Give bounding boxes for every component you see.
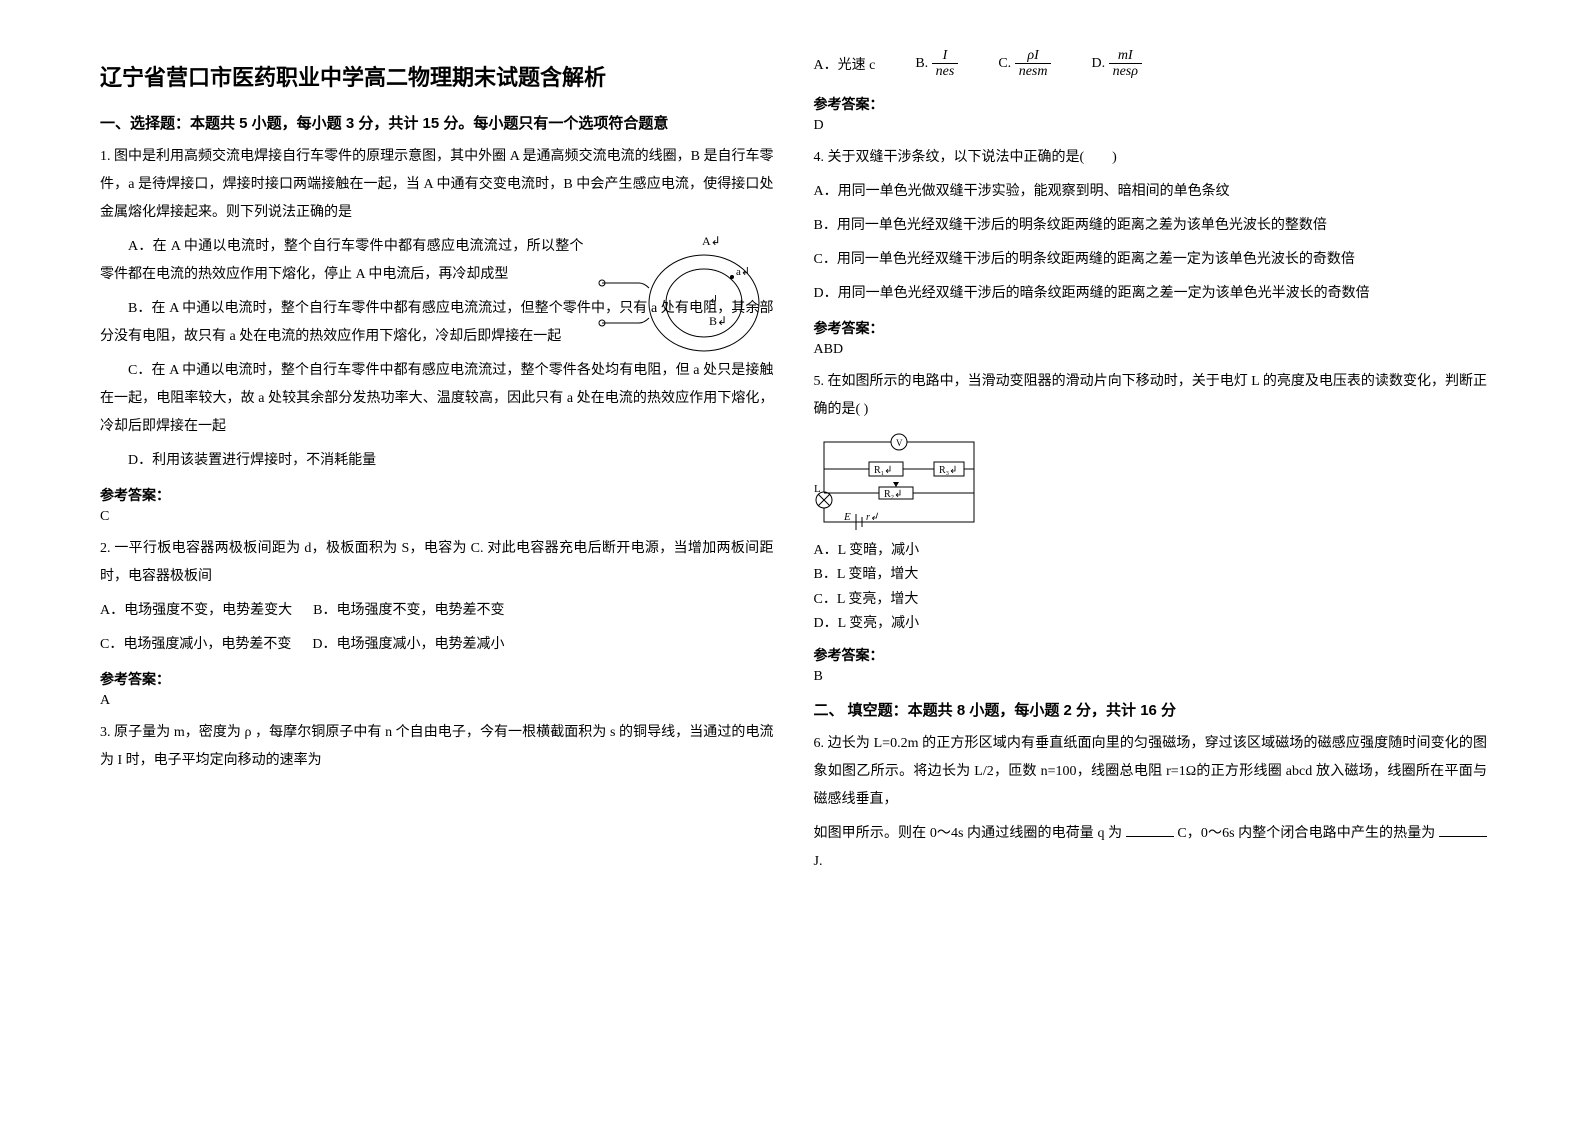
section1-heading: 一、选择题：本题共 5 小题，每小题 3 分，共计 15 分。每小题只有一个选项… <box>100 112 774 133</box>
q3-options: A．光速 c B. I nes C. ρI nesm D. mI nes <box>814 48 1488 80</box>
q6-stem2: 如图甲所示。则在 0～4s 内通过线圈的电荷量 q 为 C，0～6s 内整个闭合… <box>814 820 1488 876</box>
q1-stem: 1. 图中是利用高频交流电焊接自行车零件的原理示意图，其中外圈 A 是通高频交流… <box>100 143 774 227</box>
q1-fig-arrow: ↲ <box>709 294 718 306</box>
q5-options-block: A．L 变暗，减小 B．L 变暗，增大 C．L 变亮，增大 D．L 变亮，减小 <box>814 540 1488 636</box>
doc-title: 辽宁省营口市医药职业中学高二物理期末试题含解析 <box>100 60 774 92</box>
q2-answer: A <box>100 693 774 709</box>
q2-options-row2: C．电场强度减小，电势差不变 D．电场强度减小，电势差减小 <box>100 631 774 659</box>
q3-optd-num: mI <box>1109 48 1142 64</box>
q3-optc-frac: ρI nesm <box>1015 48 1052 80</box>
q1-fig-label-A: A↲ <box>702 234 721 248</box>
q5-fig-R1: R₁↲ <box>874 465 893 476</box>
page-root: 辽宁省营口市医药职业中学高二物理期末试题含解析 一、选择题：本题共 5 小题，每… <box>0 0 1587 1122</box>
q6-stem2b: C，0～6s 内整个闭合电路中产生的热量为 <box>1177 826 1435 841</box>
q5-fig-L: L <box>814 483 821 495</box>
q5-option-d: D．L 变亮，减小 <box>814 613 1488 635</box>
q1-fig-label-a: a↲ <box>736 266 750 278</box>
q5-option-b: B．L 变暗，增大 <box>814 564 1488 586</box>
q3-optd-label: D. <box>1091 56 1105 71</box>
q5-fig-R3: R₃↲ <box>939 465 958 476</box>
q1-fig-label-B: B↲ <box>709 314 727 328</box>
q4-option-a: A．用同一单色光做双缝干涉实验，能观察到明、暗相间的单色条纹 <box>814 178 1488 206</box>
q1-answer-label: 参考答案： <box>100 485 774 505</box>
q3-answer-label: 参考答案： <box>814 94 1488 114</box>
q5-figure: V L R₁↲ R₃↲ R₂↲ E <box>814 432 984 532</box>
q2-option-a: A．电场强度不变，电势差变大 <box>100 603 292 618</box>
section2-heading: 二、 填空题：本题共 8 小题，每小题 2 分，共计 16 分 <box>814 699 1488 720</box>
q2-option-d: D．电场强度减小，电势差减小 <box>312 637 504 652</box>
q5-option-a: A．L 变暗，减小 <box>814 540 1488 562</box>
q3-optc-label: C. <box>998 56 1011 71</box>
q1-figure-wrap: A．在 A 中通以电流时，整个自行车零件中都有感应电流流过，所以整个零件都在电流… <box>100 233 774 289</box>
q3-optb-num: I <box>932 48 959 64</box>
q2-option-b: B．电场强度不变，电势差不变 <box>313 603 504 618</box>
q5-fig-E: E <box>843 511 851 523</box>
q6-blank2 <box>1439 822 1487 837</box>
q5-fig-r: r↲ <box>866 512 879 523</box>
q4-option-b: B．用同一单色光经双缝干涉后的明条纹距两缝的距离之差为该单色光波长的整数倍 <box>814 212 1488 240</box>
q1-option-c: C．在 A 中通以电流时，整个自行车零件中都有感应电流流过，整个零件各处均有电阻… <box>100 357 774 441</box>
q4-option-d: D．用同一单色光经双缝干涉后的暗条纹距两缝的距离之差一定为该单色光半波长的奇数倍 <box>814 280 1488 308</box>
q2-options-row1: A．电场强度不变，电势差变大 B．电场强度不变，电势差不变 <box>100 597 774 625</box>
q2-stem: 2. 一平行板电容器两极板间距为 d，极板面积为 S，电容为 C. 对此电容器充… <box>100 535 774 591</box>
q3-optb-den: nes <box>932 64 959 79</box>
left-column: 辽宁省营口市医药职业中学高二物理期末试题含解析 一、选择题：本题共 5 小题，每… <box>80 40 794 1082</box>
q1-answer: C <box>100 509 774 525</box>
q1-option-d: D．利用该装置进行焊接时，不消耗能量 <box>100 447 774 475</box>
q3-option-a: A．光速 c <box>814 54 876 74</box>
q6-stem2c: J. <box>814 854 823 869</box>
q6-stem2a: 如图甲所示。则在 0～4s 内通过线圈的电荷量 q 为 <box>814 826 1123 841</box>
q5-answer: B <box>814 669 1488 685</box>
q4-answer-label: 参考答案： <box>814 318 1488 338</box>
right-column: A．光速 c B. I nes C. ρI nesm D. mI nes <box>794 40 1508 1082</box>
q3-optd-den: nesρ <box>1109 64 1142 79</box>
q3-optc-num: ρI <box>1015 48 1052 64</box>
q4-option-c: C．用同一单色光经双缝干涉后的明条纹距两缝的距离之差一定为该单色光波长的奇数倍 <box>814 246 1488 274</box>
q2-option-c: C．电场强度减小，电势差不变 <box>100 637 291 652</box>
q5-option-c: C．L 变亮，增大 <box>814 589 1488 611</box>
q3-optd-frac: mI nesρ <box>1109 48 1142 80</box>
q4-stem: 4. 关于双缝干涉条纹，以下说法中正确的是( ) <box>814 144 1488 172</box>
q5-fig-R2: R₂↲ <box>884 489 903 500</box>
q3-option-c: C. ρI nesm <box>998 48 1051 80</box>
q3-optc-den: nesm <box>1015 64 1052 79</box>
q5-answer-label: 参考答案： <box>814 645 1488 665</box>
q3-answer: D <box>814 118 1488 134</box>
q6-stem1: 6. 边长为 L=0.2m 的正方形区域内有垂直纸面向里的匀强磁场，穿过该区域磁… <box>814 730 1488 814</box>
q5-fig-v: V <box>896 438 903 448</box>
q3-optb-frac: I nes <box>932 48 959 80</box>
q2-answer-label: 参考答案： <box>100 669 774 689</box>
q3-option-d: D. mI nesρ <box>1091 48 1142 80</box>
q5-stem: 5. 在如图所示的电路中，当滑动变阻器的滑动片向下移动时，关于电灯 L 的亮度及… <box>814 368 1488 424</box>
q4-answer: ABD <box>814 342 1488 358</box>
q3-optb-label: B. <box>915 56 928 71</box>
q1-option-a: A．在 A 中通以电流时，整个自行车零件中都有感应电流流过，所以整个零件都在电流… <box>100 233 584 289</box>
q1-figure: A↲ a↲ ↲ B↲ <box>594 233 774 363</box>
q6-blank1 <box>1126 822 1174 837</box>
q3-stem: 3. 原子量为 m，密度为 ρ ，每摩尔铜原子中有 n 个自由电子，今有一根横截… <box>100 719 774 775</box>
q3-option-b: B. I nes <box>915 48 958 80</box>
